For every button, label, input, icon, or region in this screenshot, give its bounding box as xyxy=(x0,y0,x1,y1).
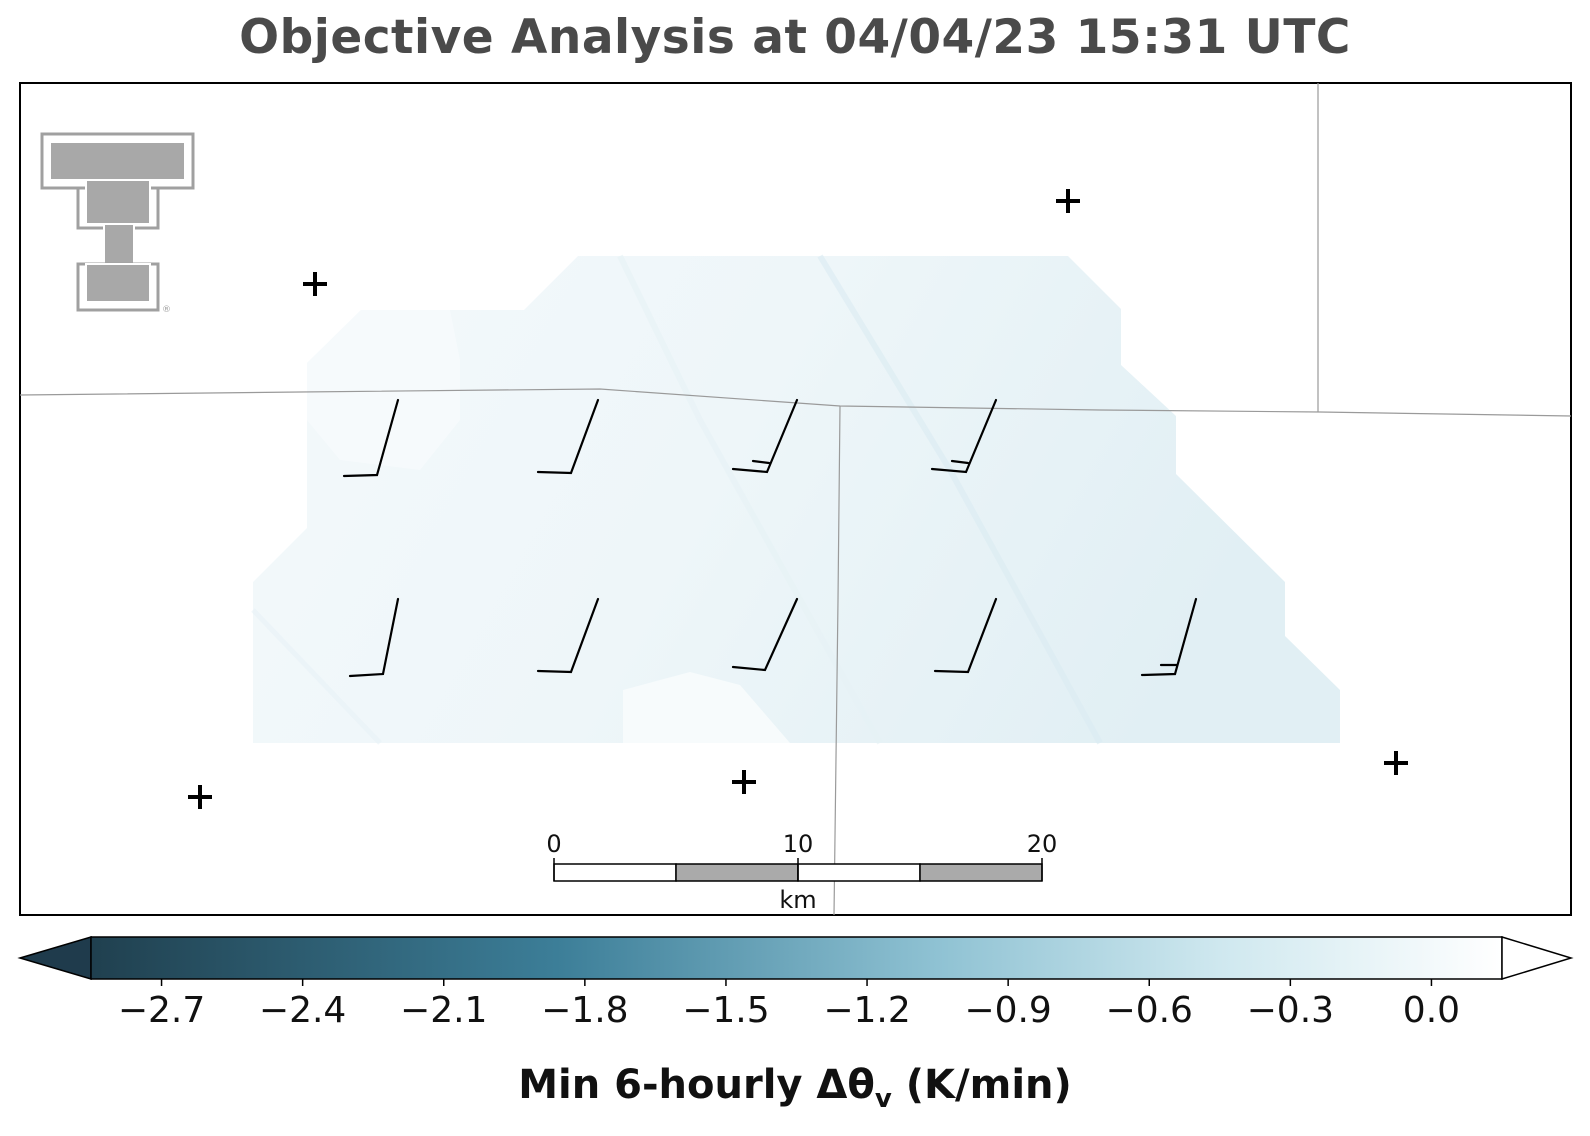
colorbar-extend-min xyxy=(17,935,92,981)
contour-band xyxy=(251,608,382,745)
colorbar-tick-label: −1.5 xyxy=(682,990,770,1031)
analysis-field-light-pocket xyxy=(307,310,460,470)
colorbar-tick-label: −1.2 xyxy=(823,990,911,1031)
scale-label-20: 20 xyxy=(1027,830,1058,858)
texas-tech-logo: ® xyxy=(40,132,195,315)
county-boundaries xyxy=(19,83,1572,916)
analysis-field-light-pocket xyxy=(623,672,790,743)
wind-barb xyxy=(731,398,799,474)
scale-label-0: 0 xyxy=(546,830,561,858)
station-markers xyxy=(188,189,1408,809)
station-marker xyxy=(732,770,756,794)
wind-barbs xyxy=(342,398,1198,678)
scale-unit-label: km xyxy=(779,886,816,914)
contour-band xyxy=(617,254,883,745)
colorbar-tick-label: −0.6 xyxy=(1105,990,1193,1031)
colorbar-tick-label: 0.0 xyxy=(1402,990,1461,1031)
station-marker xyxy=(303,272,327,296)
svg-text:®: ® xyxy=(162,305,171,315)
analysis-field-region xyxy=(253,256,1340,743)
colorbar-body xyxy=(90,936,1503,980)
wind-barb xyxy=(348,597,400,678)
wind-barb xyxy=(536,398,600,475)
wind-barb xyxy=(536,597,600,674)
colorbar-extend-max xyxy=(1501,935,1574,981)
station-marker xyxy=(1384,751,1408,775)
colorbar-tick-label: −2.1 xyxy=(400,990,488,1031)
colorbar-tick-label: −0.9 xyxy=(964,990,1052,1031)
colorbar xyxy=(17,935,1574,986)
wind-barb xyxy=(342,398,400,478)
colorbar-tick-label: −0.3 xyxy=(1246,990,1335,1031)
station-marker xyxy=(1056,189,1080,213)
scale-label-10: 10 xyxy=(783,830,814,858)
station-marker xyxy=(188,785,212,809)
wind-barb xyxy=(731,597,799,672)
wind-barb xyxy=(930,398,998,474)
colorbar-tick-label: −1.8 xyxy=(541,990,629,1031)
wind-barb xyxy=(1140,597,1198,677)
scale-bar: 0 10 20 km xyxy=(546,830,1057,914)
colorbar-label: Min 6-hourly Δθv (K/min) xyxy=(518,1062,1072,1114)
chart-title: Objective Analysis at 04/04/23 15:31 UTC xyxy=(239,10,1351,65)
colorbar-tick-label: −2.7 xyxy=(117,990,206,1031)
wind-barb xyxy=(933,597,998,674)
colorbar-tick-label: −2.4 xyxy=(258,990,347,1031)
